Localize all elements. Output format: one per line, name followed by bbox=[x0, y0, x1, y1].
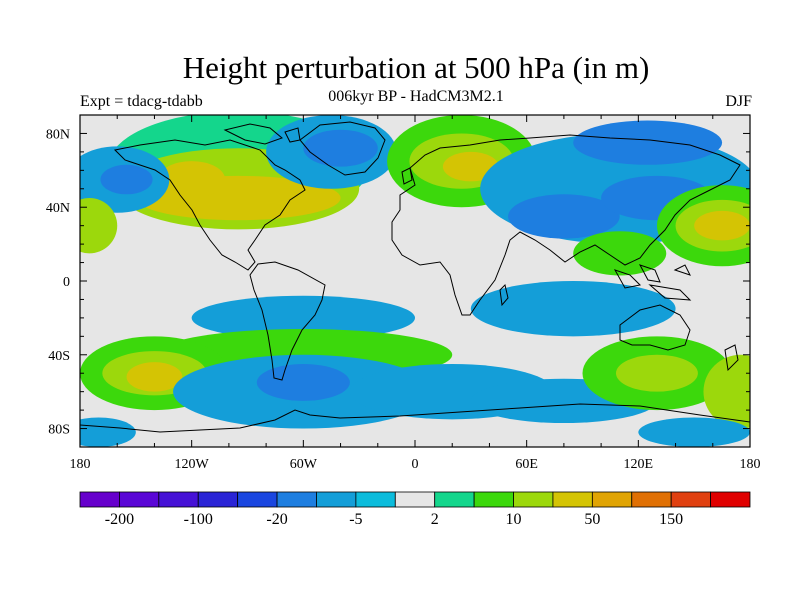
coastline-south-america bbox=[249, 261, 326, 381]
anomaly-region-31 bbox=[616, 354, 698, 392]
colorbar-label: 2 bbox=[431, 511, 439, 528]
anomaly-region-18 bbox=[80, 198, 118, 254]
x-tick-label: 120W bbox=[175, 457, 210, 472]
colorbar-box bbox=[513, 491, 554, 508]
colorbar-box bbox=[434, 491, 475, 508]
anomaly-region-27 bbox=[256, 364, 350, 401]
colorbar-box bbox=[79, 491, 120, 508]
y-tick-label: 0 bbox=[63, 275, 70, 290]
anomaly-region-5 bbox=[303, 129, 378, 167]
anomaly-region-10 bbox=[100, 164, 153, 195]
season-label: DJF bbox=[725, 93, 752, 110]
axis-labels: 180 120W 60W 0 60E 120E 180 80N 40N 0 40S 80S bbox=[46, 127, 761, 472]
x-tick-label: 60W bbox=[290, 457, 318, 472]
coastline-new-zealand bbox=[724, 344, 739, 372]
colorbar-box bbox=[197, 491, 239, 508]
anomaly-region-25 bbox=[126, 362, 183, 392]
anomaly-region-17 bbox=[694, 210, 750, 241]
experiment-label: Expt = tdacg-tdabb bbox=[80, 93, 203, 110]
coastlines bbox=[80, 121, 750, 433]
anomaly-region-34 bbox=[638, 417, 750, 447]
colorbar-box bbox=[158, 491, 199, 508]
x-tick-label: 180 bbox=[70, 457, 91, 472]
plot-subtitle: 006kyr BP - HadCM3M2.1 bbox=[328, 88, 504, 105]
anomaly-region-33 bbox=[80, 417, 136, 447]
colorbar-box bbox=[670, 491, 711, 508]
colorbar-label: 10 bbox=[506, 511, 522, 528]
y-tick-label: 40S bbox=[48, 349, 70, 364]
coastline-eurasia-africa bbox=[391, 134, 741, 316]
colorbar-box bbox=[631, 491, 672, 508]
colorbar-label: -100 bbox=[184, 511, 213, 528]
colorbar-box bbox=[710, 491, 751, 508]
colorbar-box bbox=[473, 491, 514, 508]
colorbar-box bbox=[552, 491, 593, 508]
anomaly-region-20 bbox=[470, 281, 676, 337]
coastline-north-america bbox=[113, 139, 306, 271]
x-tick-label: 180 bbox=[740, 457, 761, 472]
colorbar-box bbox=[394, 491, 436, 508]
colorbar-box bbox=[591, 491, 633, 508]
plot-title: Height perturbation at 500 hPa (in m) bbox=[182, 50, 650, 85]
colorbar-label: -200 bbox=[105, 511, 134, 528]
anomaly-region-32 bbox=[703, 354, 750, 429]
colorbar-box bbox=[237, 491, 278, 508]
x-tick-label: 60E bbox=[515, 457, 538, 472]
coastline-antarctica bbox=[80, 403, 750, 433]
coastline-southeast-asia-islands bbox=[613, 264, 692, 301]
coastline-greenland bbox=[299, 121, 386, 176]
anomaly-region-21 bbox=[191, 295, 415, 341]
colorbar-label: 150 bbox=[659, 511, 683, 528]
anomaly-region-3 bbox=[158, 161, 226, 198]
coastline-canada-islands bbox=[223, 123, 301, 145]
coastline-british-isles bbox=[401, 167, 413, 185]
colorbar: -200 -100 -20 -5 2 10 50 150 bbox=[79, 491, 751, 528]
colorbar-label: 50 bbox=[584, 511, 600, 528]
coastline-australia bbox=[619, 304, 691, 351]
x-tick-label: 0 bbox=[412, 457, 419, 472]
anomaly-region-12 bbox=[508, 194, 620, 239]
colorbar-label: -20 bbox=[266, 511, 287, 528]
colorbar-label: -5 bbox=[349, 511, 362, 528]
y-tick-label: 40N bbox=[46, 201, 70, 216]
colorbar-box bbox=[119, 491, 160, 508]
colorbar-box bbox=[316, 491, 357, 508]
y-tick-label: 80N bbox=[46, 127, 70, 142]
anomaly-contours bbox=[80, 115, 750, 447]
axis-ticks bbox=[79, 114, 751, 448]
y-tick-label: 80S bbox=[48, 423, 70, 438]
anomaly-region-8 bbox=[442, 151, 499, 182]
anomaly-region-14 bbox=[573, 120, 723, 165]
colorbar-box bbox=[276, 491, 317, 508]
colorbar-box bbox=[355, 491, 396, 508]
x-tick-label: 120E bbox=[624, 457, 654, 472]
anomaly-region-19 bbox=[573, 231, 667, 276]
coastline-madagascar bbox=[499, 284, 509, 307]
